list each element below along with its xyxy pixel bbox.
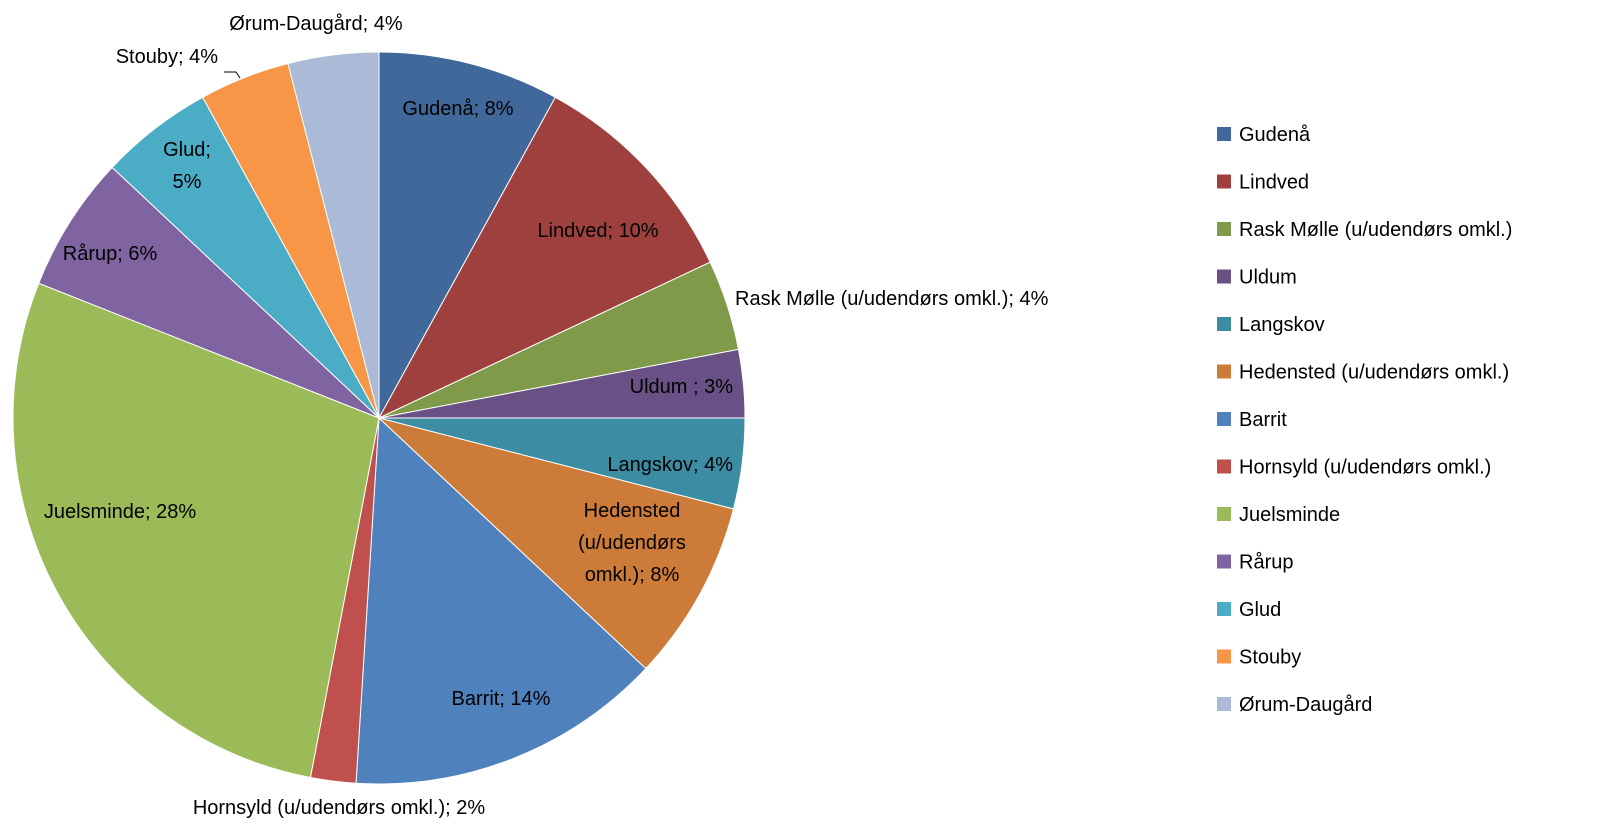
- legend-item-hornsyld-u-udendors-omkl: Hornsyld (u/udendørs omkl.): [1217, 457, 1491, 479]
- legend: Gudenå Lindved Rask Mølle (u/udendørs omkl…: [1217, 124, 1512, 716]
- legend-swatch: [1217, 222, 1231, 236]
- legend-item-rarup: Rårup: [1217, 552, 1293, 574]
- legend-label: Glud: [1239, 599, 1281, 621]
- leader-line-stouby: [224, 72, 240, 78]
- legend-label: Rårup: [1239, 552, 1293, 574]
- legend-swatch: [1217, 507, 1231, 521]
- legend-label: Lindved: [1239, 172, 1309, 194]
- legend-item-juelsminde: Juelsminde: [1217, 504, 1340, 526]
- legend-label: Hornsyld (u/udendørs omkl.): [1239, 457, 1491, 479]
- legend-item-barrit: Barrit: [1217, 409, 1287, 431]
- legend-label: Langskov: [1239, 314, 1325, 336]
- data-label-uldum: Uldum ; 3%: [630, 376, 734, 398]
- legend-item-hedensted-u-udendors-omkl: Hedensted (u/udendørs omkl.): [1217, 362, 1509, 384]
- legend-swatch: [1217, 127, 1231, 141]
- pie-slices: [13, 52, 745, 784]
- data-label-hedensted-u-udendors-omkl: Hedensted (u/udendørs omkl.); 8%: [578, 500, 686, 586]
- legend-label: Juelsminde: [1239, 504, 1340, 526]
- data-label-hornsyld-u-udendors-omkl: Hornsyld (u/udendørs omkl.); 2%: [193, 797, 486, 819]
- legend-label: Rask Mølle (u/udendørs omkl.): [1239, 219, 1512, 241]
- legend-item-glud: Glud: [1217, 599, 1281, 621]
- data-label-rarup: Rårup; 6%: [63, 243, 158, 265]
- legend-item-stouby: Stouby: [1217, 647, 1301, 669]
- legend-item-gudena: Gudenå: [1217, 124, 1311, 146]
- legend-label: Gudenå: [1239, 124, 1311, 146]
- data-label-stouby: Stouby; 4%: [116, 46, 219, 68]
- legend-item-uldum: Uldum: [1217, 267, 1297, 289]
- legend-swatch: [1217, 317, 1231, 331]
- data-label-orum-daugard: Ørum-Daugård; 4%: [229, 13, 403, 35]
- legend-swatch: [1217, 460, 1231, 474]
- data-label-langskov: Langskov; 4%: [607, 454, 733, 476]
- leader-lines: [224, 72, 240, 78]
- legend-swatch: [1217, 412, 1231, 426]
- legend-label: Hedensted (u/udendørs omkl.): [1239, 362, 1509, 384]
- data-label-barrit: Barrit; 14%: [452, 688, 551, 710]
- legend-item-orum-daugard: Ørum-Daugård: [1217, 694, 1372, 716]
- legend-swatch: [1217, 270, 1231, 284]
- data-label-gudena: Gudenå; 8%: [402, 98, 513, 120]
- legend-item-langskov: Langskov: [1217, 314, 1325, 336]
- legend-label: Ørum-Daugård: [1239, 694, 1372, 716]
- legend-swatch: [1217, 602, 1231, 616]
- legend-swatch: [1217, 697, 1231, 711]
- legend-label: Stouby: [1239, 647, 1301, 669]
- legend-swatch: [1217, 650, 1231, 664]
- data-label-juelsminde: Juelsminde; 28%: [44, 501, 197, 523]
- legend-item-lindved: Lindved: [1217, 172, 1309, 194]
- legend-item-rask-molle-u-udendors-omkl: Rask Mølle (u/udendørs omkl.): [1217, 219, 1512, 241]
- data-label-lindved: Lindved; 10%: [537, 220, 658, 242]
- legend-swatch: [1217, 365, 1231, 379]
- data-label-rask-molle-u-udendors-omkl: Rask Mølle (u/udendørs omkl.); 4%: [735, 288, 1049, 310]
- legend-swatch: [1217, 175, 1231, 189]
- legend-label: Barrit: [1239, 409, 1287, 431]
- legend-label: Uldum: [1239, 267, 1297, 289]
- legend-swatch: [1217, 555, 1231, 569]
